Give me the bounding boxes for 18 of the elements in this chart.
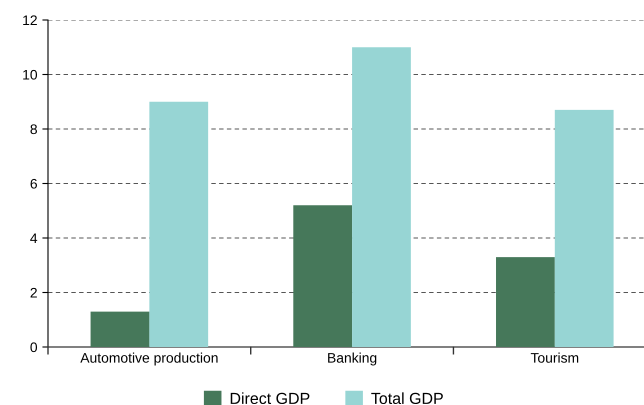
x-tick-label: Tourism <box>530 352 578 363</box>
y-tick-label: 8 <box>30 124 37 134</box>
y-tick-label: 0 <box>30 342 38 352</box>
y-tick-label: 2 <box>30 288 37 298</box>
bar <box>90 312 150 347</box>
x-tick-label: Banking <box>328 352 376 366</box>
bar <box>149 102 208 347</box>
bar <box>293 205 352 347</box>
y-tick-label: 12 <box>23 15 37 26</box>
bar <box>352 47 411 347</box>
bar <box>496 257 555 347</box>
y-tick-label: 4 <box>30 233 38 244</box>
y-tick-label: 10 <box>23 70 38 80</box>
legend-label: Total GDP <box>371 392 443 404</box>
bar <box>554 110 614 347</box>
legend-label: Direct GDP <box>230 392 310 404</box>
y-tick-label: 6 <box>30 178 37 189</box>
x-tick-label: Automotive production <box>80 352 218 366</box>
